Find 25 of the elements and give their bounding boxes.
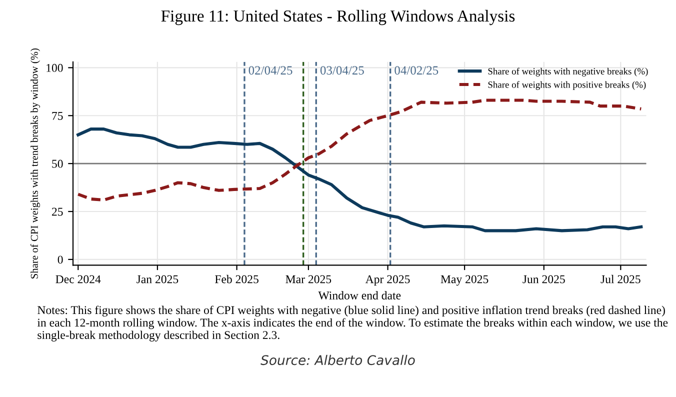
x-tick-label: May 2025: [440, 275, 488, 286]
x-tick-label: Apr 2025: [365, 275, 410, 286]
x-tick-label: Dec 2024: [56, 275, 101, 284]
text: Notes: This figure shows the share of CPI weights with negative (blue solid line) and positive inflation trend breaks (red dashed line) in each 12-month rolling window. The x-axis indicates the end of the window. To estimate the breaks within each window, we use the single-break methodology described in Section 2.3.: [37, 306, 668, 342]
x-axis-title: Window end date: [318, 291, 401, 300]
x-tick-label: Jan 2025: [136, 275, 178, 284]
ref-line-label: 04/02/25: [394, 66, 438, 75]
line-series: [76, 98, 643, 202]
source-note: Source: Alberto Cavallo: [260, 354, 415, 366]
legend-label: Share of weights with negative breaks (%): [488, 68, 648, 76]
y-axis-title: Share of CPI weights with trend breaks by window (%): [30, 48, 40, 278]
x-tick-label: Feb 2025: [214, 274, 258, 284]
legend-label: Share of weights with positive breaks (%): [488, 81, 646, 90]
line-series: [76, 128, 643, 232]
x-tick-label: Mar 2025: [286, 275, 332, 284]
ref-line-label: 03/04/25: [320, 66, 364, 75]
y-tick-label: 0: [58, 256, 63, 264]
x-tick-label: Jun 2025: [522, 275, 565, 284]
y-tick-label: 75: [52, 112, 63, 120]
ref-line-label: 02/04/25: [248, 66, 292, 75]
y-tick-label: 25: [52, 208, 63, 216]
x-tick-label: Jul 2025: [600, 274, 640, 284]
y-tick-label: 50: [52, 160, 63, 168]
chart-title: Figure 11: United States - Rolling Windows Analysis: [161, 10, 515, 26]
y-tick-label: 100: [46, 64, 63, 72]
